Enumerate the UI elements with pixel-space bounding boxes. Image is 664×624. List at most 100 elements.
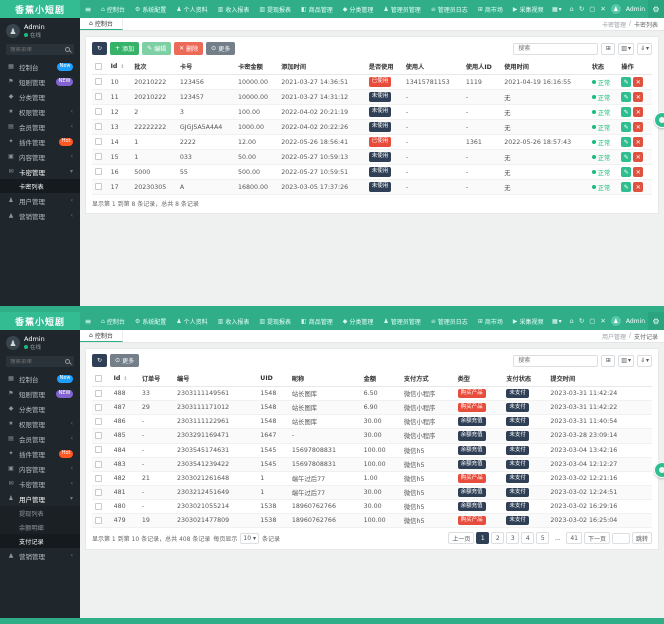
expand-icon[interactable]: ▢ (589, 5, 596, 13)
sidebar-item-营销管理[interactable]: ▲ 营销管理 ‹ (0, 548, 80, 563)
delete-button[interactable]: ✕ (633, 182, 644, 192)
submenu-item-卡密列表[interactable]: 卡密列表 (0, 179, 80, 194)
row-checkbox[interactable] (95, 168, 102, 176)
nav-item-商品管理[interactable]: ◧ 商品管理 (296, 312, 338, 330)
row-checkbox[interactable] (95, 138, 102, 146)
refresh-button[interactable]: ↻ (92, 354, 108, 367)
row-checkbox[interactable] (95, 93, 102, 101)
page-button-1[interactable]: 1 (476, 532, 490, 545)
row-checkbox[interactable] (95, 403, 102, 411)
edit-button[interactable]: ✎ (621, 137, 632, 147)
floating-service-button[interactable] (654, 462, 664, 478)
select-all-checkbox[interactable] (95, 62, 102, 70)
layout-dropdown[interactable]: ▦ ▾ (549, 318, 565, 325)
refresh-icon[interactable]: ↻ (578, 317, 585, 325)
prev-page-button[interactable]: 上一页 (448, 532, 475, 545)
admin-avatar[interactable]: ♟ (610, 4, 621, 14)
page-button-2[interactable]: 2 (491, 532, 505, 545)
page-size-select[interactable]: 10 ▾ (240, 532, 260, 544)
home-icon[interactable]: ⌂ (569, 317, 574, 325)
user-avatar[interactable]: ♟ (6, 336, 20, 351)
submenu-item-支付记录[interactable]: 支付记录 (0, 534, 80, 549)
sidebar-item-卡密管理[interactable]: ✉ 卡密管理 ‹ (0, 476, 80, 491)
row-checkbox[interactable] (95, 517, 102, 525)
sidebar-item-插件管理[interactable]: ✦ 插件管理 Hot (0, 446, 80, 461)
添加-button[interactable]: + 添加 (110, 42, 140, 55)
sidebar-item-短剧管理[interactable]: ⚑ 短剧管理 NEW (0, 74, 80, 89)
sidebar-item-用户管理[interactable]: ♟ 用户管理 ‹ (0, 193, 80, 208)
sort-icon[interactable]: ↕ (121, 376, 128, 382)
column-header-Id[interactable]: Id ↕ (110, 371, 139, 387)
row-checkbox[interactable] (95, 432, 102, 440)
nav-item-收入报表[interactable]: ▥ 收入报表 (213, 312, 255, 330)
nav-item-分类管理[interactable]: ◆ 分类管理 (338, 312, 379, 330)
nav-item-提现报表[interactable]: ▥ 提现报表 (254, 0, 296, 18)
admin-name[interactable]: Admin (625, 317, 645, 325)
row-checkbox[interactable] (95, 78, 102, 86)
search-input[interactable] (513, 42, 599, 55)
page-button-3[interactable]: 3 (506, 532, 520, 545)
settings-gear-icon[interactable]: ⚙ (648, 312, 664, 330)
sidebar-item-卡密管理[interactable]: ✉ 卡密管理 ▾ (0, 164, 80, 179)
close-icon[interactable]: ✕ (600, 5, 606, 13)
删除-button[interactable]: ✕ 删除 (174, 42, 204, 55)
sidebar-item-分类管理[interactable]: ◆ 分类管理 (0, 89, 80, 104)
更多-button[interactable]: ⊙ 更多 (206, 42, 236, 55)
nav-item-个人资料[interactable]: ♟ 个人资料 (171, 312, 212, 330)
columns-button[interactable]: ▥ ▾ (618, 42, 634, 55)
admin-avatar[interactable]: ♟ (610, 316, 621, 326)
column-header-Id[interactable]: Id ↕ (107, 59, 132, 75)
sidebar-item-权限管理[interactable]: ★ 权限管理 ‹ (0, 104, 80, 119)
search-input[interactable] (513, 354, 599, 367)
next-page-button[interactable]: 下一页 (583, 532, 610, 545)
row-checkbox[interactable] (95, 460, 102, 468)
sidebar-item-权限管理[interactable]: ★ 权限管理 ‹ (0, 416, 80, 431)
sidebar-item-会员管理[interactable]: ▤ 会员管理 ‹ (0, 119, 80, 134)
edit-button[interactable]: ✎ (621, 92, 632, 102)
tab-console[interactable]: ⌂ 控制台 (80, 330, 123, 342)
row-checkbox[interactable] (95, 389, 102, 397)
menu-toggle-icon[interactable]: ≡ (84, 316, 92, 326)
expand-icon[interactable]: ▢ (589, 317, 596, 325)
page-button-41[interactable]: 41 (566, 532, 582, 545)
row-checkbox[interactable] (95, 446, 102, 454)
delete-button[interactable]: ✕ (633, 152, 644, 162)
edit-button[interactable]: ✎ (621, 152, 632, 162)
edit-button[interactable]: ✎ (621, 122, 632, 132)
edit-button[interactable]: ✎ (621, 167, 632, 177)
layout-dropdown[interactable]: ▦ ▾ (549, 6, 565, 13)
delete-button[interactable]: ✕ (633, 122, 644, 132)
fullscreen-table-button[interactable]: ⊞ (601, 42, 616, 55)
row-checkbox[interactable] (95, 123, 102, 131)
edit-button[interactable]: ✎ (621, 182, 632, 192)
sidebar-item-插件管理[interactable]: ✦ 插件管理 Hot (0, 134, 80, 149)
nav-item-采集视频[interactable]: ▶ 采集视频 (508, 0, 546, 18)
row-checkbox[interactable] (95, 108, 102, 116)
refresh-icon[interactable]: ↻ (578, 5, 585, 13)
sidebar-search-input[interactable] (10, 46, 62, 53)
sidebar-item-会员管理[interactable]: ▤ 会员管理 ‹ (0, 431, 80, 446)
nav-item-管理员日志[interactable]: ≡ 管理员日志 (426, 0, 473, 18)
nav-item-控制台[interactable]: ⌂ 控制台 (96, 0, 130, 18)
sidebar-item-控制台[interactable]: ▦ 控制台 New (0, 59, 80, 74)
nav-item-提现报表[interactable]: ▥ 提现报表 (254, 312, 296, 330)
row-checkbox[interactable] (95, 502, 102, 510)
nav-item-管理员日志[interactable]: ≡ 管理员日志 (426, 312, 473, 330)
nav-item-管理员管理[interactable]: ♟ 管理员管理 (378, 312, 425, 330)
submenu-item-提现列表[interactable]: 提现列表 (19, 510, 44, 518)
nav-item-商品管理[interactable]: ◧ 商品管理 (296, 0, 338, 18)
export-button[interactable]: ⇓ ▾ (636, 42, 652, 55)
refresh-button[interactable]: ↻ (92, 42, 108, 55)
submenu-item-余额明细[interactable]: 余额明细 (19, 524, 44, 532)
nav-item-采集视频[interactable]: ▶ 采集视频 (508, 312, 546, 330)
sidebar-item-用户管理[interactable]: ♟ 用户管理 ▾ (0, 491, 80, 506)
fullscreen-table-button[interactable]: ⊞ (601, 354, 616, 367)
delete-button[interactable]: ✕ (633, 92, 644, 102)
编辑-button[interactable]: ✎ 编辑 (142, 42, 172, 55)
home-icon[interactable]: ⌂ (569, 5, 574, 13)
delete-button[interactable]: ✕ (633, 77, 644, 87)
sidebar-search-input[interactable] (10, 358, 62, 365)
sidebar-item-内容管理[interactable]: ▣ 内容管理 ‹ (0, 149, 80, 164)
close-icon[interactable]: ✕ (600, 317, 606, 325)
admin-name[interactable]: Admin (625, 5, 645, 13)
